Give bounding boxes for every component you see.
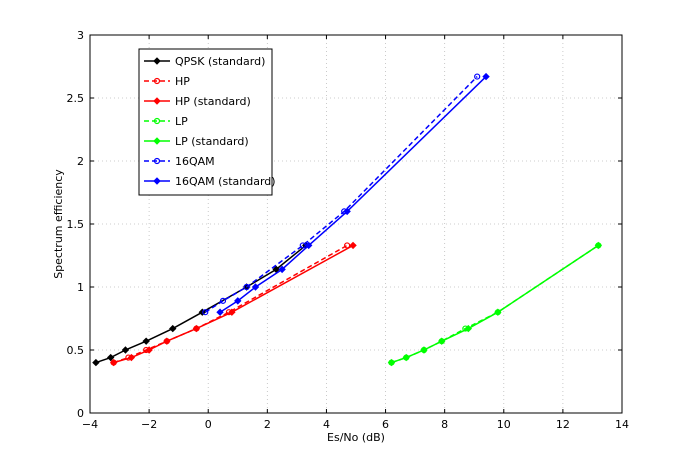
data-point-lp-standard <box>420 346 428 354</box>
data-point-hp-standard <box>228 308 236 316</box>
series-line-16qam <box>204 76 478 313</box>
data-point-16qam-standard <box>305 241 313 250</box>
legend-entry-16qam: 16QAM <box>144 155 215 168</box>
legend-box <box>138 48 273 196</box>
legend-marker <box>153 77 161 85</box>
x-tick-label: −4 <box>82 418 98 431</box>
data-point-lp-standard <box>594 241 603 250</box>
legend-label: LP (standard) <box>175 135 249 148</box>
data-point-qpsk-standard <box>142 337 150 345</box>
data-point-16qam-standard <box>278 265 286 274</box>
data-point-hp-standard <box>127 353 136 362</box>
x-tick-label: 14 <box>615 418 629 431</box>
legend-label: HP <box>175 75 190 88</box>
legend-marker <box>153 157 161 165</box>
legend-label: 16QAM <box>175 155 215 168</box>
data-point-lp-standard <box>464 324 473 333</box>
data-point-hp-standard <box>192 324 201 333</box>
y-axis-label: Spectrum efficiency <box>52 169 65 279</box>
x-tick-label: 12 <box>556 418 570 431</box>
series-hp-standard <box>109 241 357 367</box>
series-16qam-standard <box>216 72 490 316</box>
data-point-hp-standard <box>109 358 118 367</box>
data-point-qpsk-standard <box>169 324 177 333</box>
x-tick-label: 4 <box>323 418 330 431</box>
data-point-qpsk-standard <box>121 346 130 354</box>
series-layer <box>92 72 603 367</box>
series-lp-standard <box>387 241 603 367</box>
data-point-hp-standard <box>145 346 153 354</box>
data-point-hp-standard <box>349 241 357 250</box>
x-tick-label: 8 <box>441 418 448 431</box>
data-point-lp-standard <box>387 358 396 367</box>
data-point-16qam-standard <box>216 308 224 316</box>
data-point-16qam-standard <box>482 72 490 81</box>
series-16qam <box>202 73 481 316</box>
legend-entry-hp-standard: HP (standard) <box>144 95 251 108</box>
y-tick-label: 0.5 <box>67 344 85 357</box>
y-tick-label: 1 <box>77 281 84 294</box>
data-point-16qam-standard <box>251 283 260 291</box>
legend-label: LP <box>175 115 188 128</box>
y-tick-label: 1.5 <box>67 218 85 231</box>
data-point-16qam <box>243 283 250 291</box>
y-tick-label: 2 <box>77 155 84 168</box>
legend-label: HP (standard) <box>175 95 251 108</box>
legend-marker <box>153 177 161 185</box>
legend-entry-qpsk-standard: QPSK (standard) <box>144 55 265 68</box>
y-tick-label: 2.5 <box>67 92 85 105</box>
x-tick-label: 10 <box>497 418 511 431</box>
data-point-16qam-standard <box>343 207 351 216</box>
legend-entry-lp-standard: LP (standard) <box>144 135 249 148</box>
x-tick-label: 0 <box>205 418 212 431</box>
legend-entry-hp: HP <box>144 75 190 88</box>
data-point-qpsk-standard <box>106 353 115 362</box>
data-point-qpsk-standard <box>92 358 100 367</box>
data-point-lp-standard <box>402 353 410 362</box>
legend-label: QPSK (standard) <box>175 55 265 68</box>
x-axis-label: Es/No (dB) <box>327 431 385 444</box>
legend: QPSK (standard) HP HP (standard) LP LP (stan… <box>138 48 276 196</box>
y-tick-label: 0 <box>77 407 84 420</box>
y-tick-label: 3 <box>77 29 84 42</box>
legend-entry-lp: LP <box>144 115 188 128</box>
legend-marker <box>153 97 161 105</box>
x-tick-label: 6 <box>382 418 389 431</box>
legend-marker <box>153 57 161 65</box>
legend-label: 16QAM (standard) <box>175 175 276 188</box>
x-tick-label: 2 <box>264 418 271 431</box>
axis-ticks: −4 −2 0 2 4 6 8 10 12 14 0 0.5 1 1.5 2 2.5 3 <box>67 29 630 431</box>
x-tick-label: −2 <box>141 418 157 431</box>
data-point-hp-standard <box>163 337 171 345</box>
legend-marker <box>153 117 161 125</box>
legend-entry-16qam-standard: 16QAM (standard) <box>144 175 276 188</box>
data-point-16qam-standard <box>234 297 242 305</box>
legend-marker <box>153 137 161 145</box>
data-point-16qam <box>474 73 481 80</box>
data-point-16qam <box>219 297 227 304</box>
data-point-qpsk-standard <box>272 265 280 274</box>
data-point-16qam <box>202 309 209 316</box>
data-point-lp-standard <box>494 308 502 316</box>
data-point-lp-standard <box>438 337 446 345</box>
